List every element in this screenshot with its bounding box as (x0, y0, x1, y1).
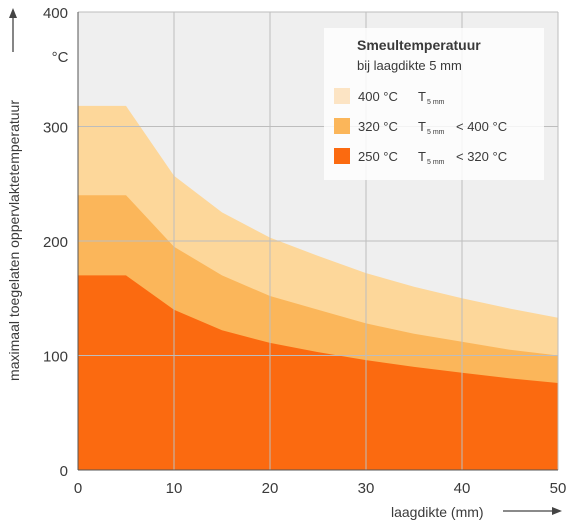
x-tick-label: 20 (262, 480, 279, 497)
legend-condition-3: < 320 °C (456, 149, 507, 164)
legend: Smeultemperatuur bij laagdikte 5 mm 400 °C… (324, 28, 544, 180)
legend-box (324, 28, 544, 180)
legend-t-subscript-3: 5 mm (427, 159, 445, 166)
y-unit-label: °C (52, 49, 69, 66)
y-axis-arrowhead (9, 8, 17, 18)
y-axis-title: maximaal toegelaten oppervlaktetemperatu… (6, 100, 22, 381)
legend-label-3: 250 °C (358, 149, 398, 164)
legend-subtitle: bij laagdikte 5 mm (357, 58, 462, 73)
legend-swatch-1 (334, 88, 350, 104)
legend-t-symbol-3: T (418, 149, 426, 164)
y-tick-label: 200 (43, 234, 68, 251)
x-axis-title: laagdikte (mm) (391, 504, 484, 520)
legend-title: Smeultemperatuur (357, 37, 481, 53)
x-tick-label: 50 (550, 480, 567, 497)
axis-layer: 0 10 20 30 40 50 0 100 200 300 400 °C laagdikte (mm)… (6, 5, 566, 520)
x-tick-label: 0 (74, 480, 82, 497)
x-tick-label: 10 (166, 480, 183, 497)
series-layer (78, 105, 558, 471)
x-tick-label: 40 (454, 480, 471, 497)
legend-label-1: 400 °C (358, 89, 398, 104)
x-tick-label: 30 (358, 480, 375, 497)
x-axis-arrowhead (552, 507, 562, 515)
y-tick-label: 100 (43, 349, 68, 366)
y-tick-label: 0 (60, 463, 68, 480)
legend-t-subscript-1: 5 mm (427, 99, 445, 106)
y-tick-label: 400 (43, 5, 68, 22)
series-area-3 (78, 275, 558, 470)
legend-t-symbol-1: T (418, 89, 426, 104)
legend-t-symbol-2: T (418, 119, 426, 134)
legend-swatch-2 (334, 118, 350, 134)
legend-t-subscript-2: 5 mm (427, 129, 445, 136)
legend-swatch-3 (334, 148, 350, 164)
legend-label-2: 320 °C (358, 119, 398, 134)
legend-condition-2: < 400 °C (456, 119, 507, 134)
y-tick-label: 300 (43, 120, 68, 137)
